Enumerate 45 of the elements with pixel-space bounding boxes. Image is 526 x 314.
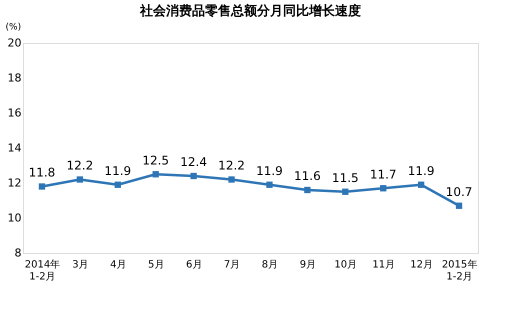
x-tick-label: 9月: [300, 260, 316, 270]
y-tick-label: 18: [8, 72, 22, 84]
point: [38, 183, 46, 190]
point: [456, 202, 462, 209]
point: [304, 186, 311, 194]
point: [114, 182, 121, 188]
point: [266, 182, 273, 188]
x-tick-label: 7月: [224, 260, 240, 270]
x-tick-label: 2014年 1-2月: [24, 258, 60, 282]
point: [190, 172, 197, 180]
point: [76, 176, 84, 183]
data-label: 12.4: [180, 155, 207, 169]
data-label: 11.7: [370, 167, 397, 182]
chart-title: 社会消费品零售总额分月同比增长速度: [139, 3, 361, 19]
data-label: 12.5: [142, 153, 170, 168]
x-tick-label: 12月: [410, 260, 433, 270]
point: [152, 171, 159, 178]
x-tick-label: 6月: [186, 260, 202, 270]
data-label: 11.9: [104, 164, 132, 178]
y-tick-label: 12: [8, 176, 22, 190]
y-tick-label: 16: [8, 106, 22, 120]
data-label: 12.2: [66, 158, 94, 172]
x-tick-label: 11月: [372, 260, 396, 270]
data-label: 11.6: [294, 169, 321, 183]
data-label: 11.9: [408, 164, 434, 178]
x-tick-label: 10月: [334, 260, 358, 270]
x-tick-label: 4月: [110, 260, 126, 270]
point: [380, 185, 386, 192]
data-label: 11.5: [332, 170, 359, 185]
x-tick-label: 2015年 1-2月: [442, 258, 478, 282]
x-tick-label: 3月: [72, 260, 89, 270]
point: [228, 176, 235, 183]
data-label: 10.7: [446, 184, 472, 199]
x-tick-label: 5月: [148, 260, 164, 270]
data-label: 11.9: [256, 164, 283, 178]
x-tick-label: 8月: [262, 260, 278, 270]
point: [342, 188, 348, 195]
data-label: 11.8: [28, 166, 56, 180]
y-tick-label: 14: [8, 142, 22, 154]
y-tick-label: 10: [8, 212, 22, 224]
y-tick-label: 20: [8, 36, 22, 50]
point: [418, 182, 424, 188]
data-label: 12.2: [218, 158, 245, 172]
y-tick-label: 8: [14, 246, 22, 260]
y-axis-title: (%): [6, 22, 22, 32]
